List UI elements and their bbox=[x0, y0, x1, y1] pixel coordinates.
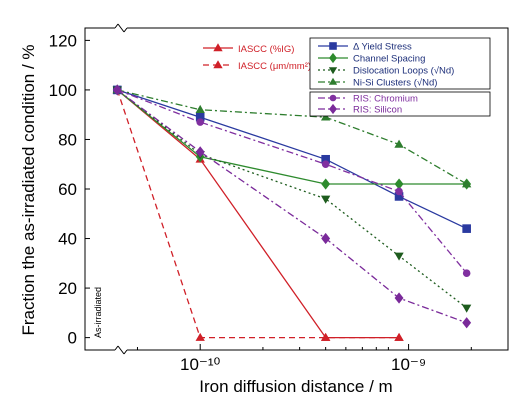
data-point bbox=[328, 77, 338, 85]
data-point bbox=[195, 332, 205, 341]
series-layer bbox=[112, 84, 472, 341]
data-point bbox=[213, 43, 223, 52]
legend-label: Channel Spacing bbox=[353, 54, 425, 65]
legend-iascc: IASCC (%IG) IASCC (μm/mm²) bbox=[203, 43, 311, 72]
legend-label: Ni-Si Clusters (√Nd) bbox=[353, 78, 437, 89]
x-axis-title: Iron diffusion distance / m bbox=[199, 377, 392, 396]
legend-label: RIS: Silicon bbox=[353, 105, 402, 116]
legend-label: IASCC (%IG) bbox=[238, 44, 294, 55]
axis-break-top bbox=[114, 23, 128, 33]
data-point bbox=[329, 103, 337, 115]
series bbox=[112, 84, 472, 329]
data-point bbox=[321, 178, 331, 190]
data-point bbox=[329, 42, 337, 50]
series-line bbox=[116, 89, 399, 339]
series-line bbox=[116, 89, 399, 339]
data-point bbox=[395, 187, 403, 196]
y-tick-label: 60 bbox=[58, 180, 77, 199]
legend-label: IASCC (μm/mm²) bbox=[238, 61, 311, 72]
legend-label: RIS: Chromium bbox=[353, 94, 418, 105]
data-point bbox=[329, 94, 337, 102]
series-line bbox=[116, 89, 467, 324]
data-point bbox=[196, 118, 205, 126]
data-point bbox=[195, 146, 205, 158]
data-point bbox=[213, 60, 223, 69]
data-point bbox=[461, 304, 472, 313]
data-point bbox=[320, 195, 331, 204]
x-ticks: 10⁻¹⁰ 10⁻⁹ bbox=[136, 344, 509, 374]
legend-label: Dislocation Loops (√Nd) bbox=[353, 66, 454, 77]
data-point bbox=[329, 52, 337, 64]
as-irradiated-note: As-irradiated bbox=[93, 287, 103, 338]
x-tick-label: 10⁻¹⁰ bbox=[180, 355, 221, 374]
axis-break-bottom bbox=[114, 345, 128, 355]
y-ticks: 0 20 40 60 80 100 120 bbox=[49, 31, 90, 348]
data-point bbox=[394, 178, 404, 190]
legend-box bbox=[309, 91, 491, 117]
data-point bbox=[462, 317, 472, 329]
y-tick-label: 80 bbox=[58, 130, 77, 149]
y-tick-label: 0 bbox=[68, 329, 77, 348]
series bbox=[112, 85, 404, 341]
data-point bbox=[195, 104, 205, 114]
series bbox=[112, 85, 404, 341]
data-point bbox=[462, 224, 471, 233]
data-point bbox=[320, 112, 331, 121]
data-point bbox=[461, 179, 472, 188]
data-point bbox=[112, 84, 122, 96]
data-point bbox=[321, 160, 330, 169]
y-tick-label: 120 bbox=[49, 31, 77, 50]
series bbox=[113, 86, 471, 278]
data-point bbox=[394, 292, 404, 304]
y-axis-title: Fraction the as-irradiated condition / % bbox=[19, 44, 38, 335]
series bbox=[112, 86, 472, 313]
y-tick-label: 100 bbox=[49, 81, 77, 100]
data-point bbox=[321, 232, 331, 245]
y-tick-label: 20 bbox=[58, 279, 77, 298]
series-line bbox=[116, 89, 468, 309]
data-point bbox=[462, 269, 471, 278]
x-tick-label: 10⁻⁹ bbox=[391, 355, 426, 374]
data-point bbox=[320, 332, 331, 341]
data-point bbox=[394, 252, 404, 261]
legend-label: Δ Yield Stress bbox=[353, 42, 412, 53]
data-point bbox=[328, 67, 338, 75]
data-point bbox=[394, 332, 404, 341]
y-tick-label: 40 bbox=[58, 230, 77, 249]
data-point bbox=[394, 139, 404, 148]
